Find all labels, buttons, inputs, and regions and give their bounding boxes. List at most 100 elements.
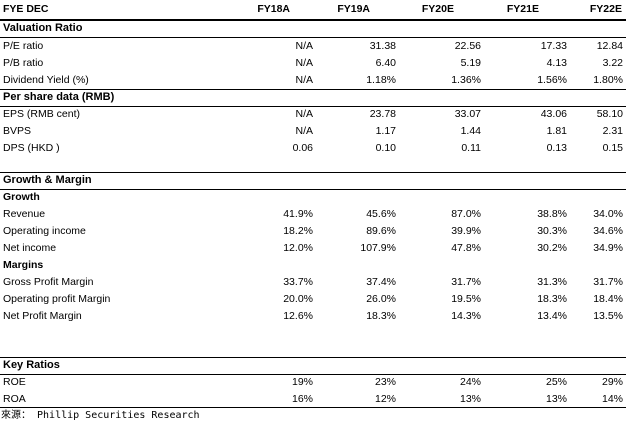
table-cell: 19.5% bbox=[451, 293, 481, 305]
table-cell: 5.19 bbox=[460, 57, 481, 69]
table-header-row: FYE DEC FY18A FY19A FY20E FY21E FY22E bbox=[0, 1, 629, 18]
table-cell: 1.36% bbox=[451, 74, 481, 86]
section-heading: Per share data (RMB) bbox=[0, 89, 629, 106]
table-cell: 12.0% bbox=[283, 242, 313, 254]
table-cell: 4.13 bbox=[546, 57, 567, 69]
table-row: ROE 19% 23% 24% 25% 29% bbox=[0, 374, 629, 391]
key-ratios-title: Key Ratios bbox=[3, 359, 60, 371]
table-cell: 38.8% bbox=[537, 208, 567, 220]
table-cell: 18.4% bbox=[593, 293, 623, 305]
subsection-heading: Margins bbox=[0, 257, 629, 274]
year-header: FY21E bbox=[506, 3, 539, 15]
year-header: FY22E bbox=[589, 3, 622, 15]
table-cell: 18.2% bbox=[283, 225, 313, 237]
table-cell: N/A bbox=[295, 40, 313, 52]
table-cell: 31.3% bbox=[537, 276, 567, 288]
table-cell: 39.9% bbox=[451, 225, 481, 237]
table-cell: 24% bbox=[459, 376, 481, 388]
table-cell: 1.18% bbox=[366, 74, 396, 86]
table-cell: 6.40 bbox=[375, 57, 396, 69]
valuation-title: Valuation Ratio bbox=[3, 22, 83, 34]
table-row: BVPS N/A 1.17 1.44 1.81 2.31 bbox=[0, 123, 629, 140]
table-cell: 1.44 bbox=[460, 125, 481, 137]
table-cell: 17.33 bbox=[540, 40, 567, 52]
table-row: P/B ratio N/A 6.40 5.19 4.13 3.22 bbox=[0, 55, 629, 72]
table-cell: 43.06 bbox=[540, 108, 567, 120]
table-cell: 13.4% bbox=[537, 310, 567, 322]
divider bbox=[0, 19, 626, 21]
table-cell: N/A bbox=[295, 57, 313, 69]
table-cell: 3.22 bbox=[602, 57, 623, 69]
growth-margin-title: Growth & Margin bbox=[3, 174, 92, 186]
table-row: EPS (RMB cent) N/A 23.78 33.07 43.06 58.… bbox=[0, 106, 629, 123]
table-cell: 33.7% bbox=[283, 276, 313, 288]
table-cell: 14.3% bbox=[451, 310, 481, 322]
table-cell: 29% bbox=[601, 376, 623, 388]
row-label: ROA bbox=[3, 393, 26, 405]
row-label: Net Profit Margin bbox=[3, 310, 82, 322]
table-cell: 107.9% bbox=[360, 242, 396, 254]
row-label: BVPS bbox=[3, 125, 32, 137]
table-cell: 87.0% bbox=[451, 208, 481, 220]
table-cell: 13.5% bbox=[593, 310, 623, 322]
table-cell: N/A bbox=[295, 74, 313, 86]
table-row: ROA 16% 12% 13% 13% 14% bbox=[0, 391, 629, 408]
divider bbox=[0, 407, 626, 408]
table-cell: 22.56 bbox=[454, 40, 481, 52]
divider bbox=[0, 172, 626, 173]
row-label: Net income bbox=[3, 242, 57, 254]
table-cell: 13% bbox=[545, 393, 567, 405]
table-cell: 1.56% bbox=[537, 74, 567, 86]
table-cell: 0.13 bbox=[546, 142, 567, 154]
table-cell: 0.15 bbox=[602, 142, 623, 154]
row-label: ROE bbox=[3, 376, 26, 388]
table-cell: 19% bbox=[291, 376, 313, 388]
table-cell: 31.38 bbox=[369, 40, 396, 52]
table-cell: 18.3% bbox=[366, 310, 396, 322]
table-row: Revenue 41.9% 45.6% 87.0% 38.8% 34.0% bbox=[0, 206, 629, 223]
table-row: Dividend Yield (%) N/A 1.18% 1.36% 1.56%… bbox=[0, 72, 629, 89]
table-cell: 12% bbox=[374, 393, 396, 405]
row-label: Operating profit Margin bbox=[3, 293, 111, 305]
divider bbox=[0, 106, 626, 107]
per-share-title: Per share data (RMB) bbox=[3, 91, 115, 103]
section-heading: Valuation Ratio bbox=[0, 20, 629, 37]
table-cell: N/A bbox=[295, 108, 313, 120]
subsection-heading: Growth bbox=[0, 189, 629, 206]
row-label: Dividend Yield (%) bbox=[3, 74, 89, 86]
table-row: Net Profit Margin 12.6% 18.3% 14.3% 13.4… bbox=[0, 308, 629, 325]
table-cell: 1.17 bbox=[375, 125, 396, 137]
row-label: P/E ratio bbox=[3, 40, 44, 52]
row-label: Operating income bbox=[3, 225, 86, 237]
table-cell: 0.06 bbox=[292, 142, 313, 154]
table-cell: 31.7% bbox=[451, 276, 481, 288]
divider bbox=[0, 357, 626, 358]
table-cell: 14% bbox=[601, 393, 623, 405]
source-note: 來源： Phillip Securities Research bbox=[1, 410, 200, 421]
year-header: FY20E bbox=[421, 3, 454, 15]
row-label: DPS (HKD ) bbox=[3, 142, 60, 154]
table-cell: 47.8% bbox=[451, 242, 481, 254]
divider bbox=[0, 189, 626, 190]
table-row: DPS (HKD ) 0.06 0.10 0.11 0.13 0.15 bbox=[0, 140, 629, 157]
table-cell: 34.6% bbox=[593, 225, 623, 237]
table-cell: 58.10 bbox=[596, 108, 623, 120]
table-row: Net income 12.0% 107.9% 47.8% 30.2% 34.9… bbox=[0, 240, 629, 257]
fye-label: FYE DEC bbox=[3, 3, 49, 15]
table-cell: 23.78 bbox=[369, 108, 396, 120]
table-cell: 0.10 bbox=[375, 142, 396, 154]
table-row: P/E ratio N/A 31.38 22.56 17.33 12.84 bbox=[0, 38, 629, 55]
table-cell: 12.6% bbox=[283, 310, 313, 322]
table-cell: 34.9% bbox=[593, 242, 623, 254]
table-cell: 0.11 bbox=[461, 142, 481, 154]
table-cell: 30.3% bbox=[537, 225, 567, 237]
table-cell: 20.0% bbox=[283, 293, 313, 305]
table-cell: 13% bbox=[459, 393, 481, 405]
table-cell: 41.9% bbox=[283, 208, 313, 220]
table-cell: 12.84 bbox=[596, 40, 623, 52]
divider bbox=[0, 374, 626, 375]
table-cell: 37.4% bbox=[366, 276, 396, 288]
table-cell: 1.80% bbox=[593, 74, 623, 86]
table-cell: 1.81 bbox=[546, 125, 567, 137]
table-row: Operating income 18.2% 89.6% 39.9% 30.3%… bbox=[0, 223, 629, 240]
